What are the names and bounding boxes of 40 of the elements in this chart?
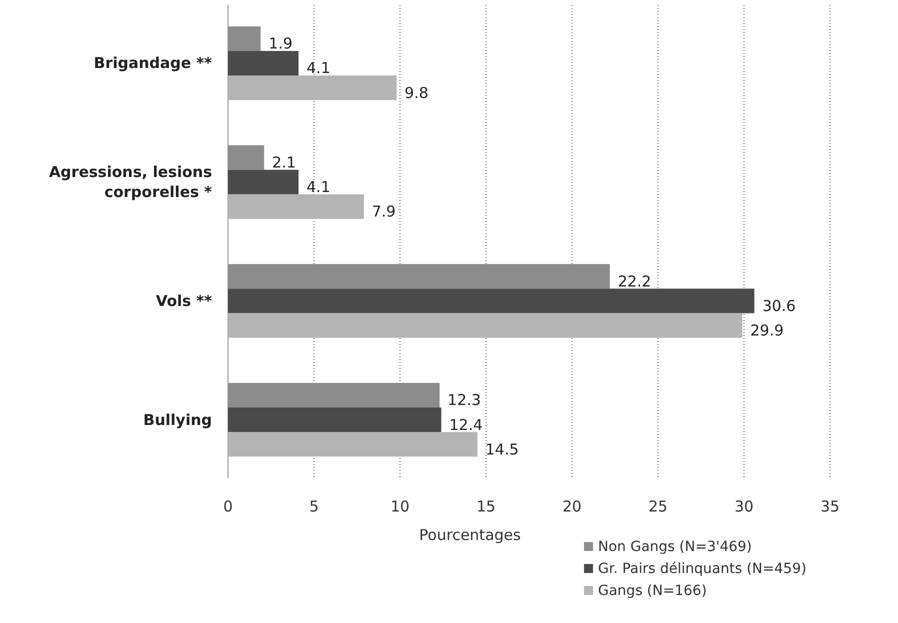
- data-label: 30.6: [762, 296, 796, 315]
- y-tick-label: Bullying: [143, 410, 212, 429]
- legend-label: Gr. Pairs délinquants (N=459): [598, 561, 806, 577]
- data-label: 9.8: [404, 84, 428, 102]
- x-tick-label: 0: [223, 498, 233, 516]
- data-label: 22.2: [618, 272, 652, 290]
- data-label: 29.9: [750, 321, 784, 340]
- data-label: 7.9: [372, 202, 396, 221]
- bar: [228, 145, 264, 170]
- bar: [228, 382, 440, 408]
- x-tick-label: 20: [562, 498, 582, 516]
- data-label: 14.5: [485, 440, 519, 458]
- x-tick-label: 35: [820, 498, 840, 516]
- bar: [228, 26, 261, 51]
- bar: [228, 50, 299, 76]
- bar: [228, 76, 397, 100]
- x-axis-title: Pourcentages: [419, 526, 522, 544]
- data-label: 4.1: [306, 59, 330, 78]
- x-tick-label: 5: [309, 498, 319, 516]
- x-tick-label: 25: [648, 498, 668, 516]
- bar: [228, 288, 754, 314]
- y-tick-label: Agressions, lesions corporelles *: [48, 163, 212, 202]
- bar: [228, 407, 442, 432]
- bar: [228, 432, 478, 457]
- data-label: 12.3: [448, 391, 481, 410]
- legend-label: Gangs (N=166): [598, 583, 707, 599]
- legend-label: Non Gangs (N=3'469): [598, 539, 752, 555]
- y-tick-label: Brigandage **: [94, 54, 212, 72]
- data-label: 2.1: [272, 154, 296, 172]
- x-tick-label: 15: [476, 498, 496, 516]
- x-tick-label: 30: [734, 498, 754, 516]
- bar: [228, 170, 299, 194]
- bar: [228, 264, 610, 289]
- data-label: 12.4: [449, 416, 483, 434]
- y-tick-label: Vols **: [156, 292, 212, 310]
- x-tick-label: 10: [390, 498, 410, 516]
- bar: [228, 194, 364, 219]
- bar: [228, 313, 742, 338]
- data-label: 4.1: [306, 178, 330, 196]
- data-label: 1.9: [268, 34, 293, 53]
